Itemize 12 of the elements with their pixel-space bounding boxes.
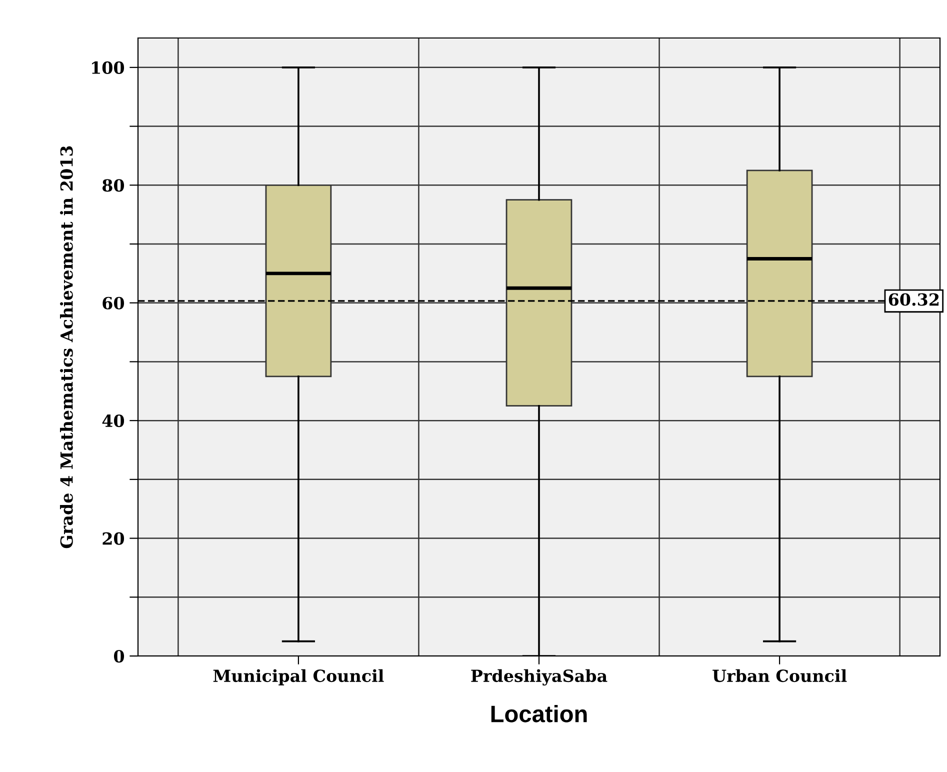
y-tick-label: 0 bbox=[114, 650, 124, 663]
y-tick-label: 20 bbox=[102, 532, 124, 545]
y-tick-label: 60 bbox=[102, 296, 124, 310]
y-tick-label: 80 bbox=[102, 179, 124, 192]
y-axis-title: Grade 4 Mathematics Achievement in 2013 bbox=[60, 146, 73, 548]
x-tick-label: Municipal Council bbox=[213, 669, 384, 686]
ref-line-label: 60.32 bbox=[888, 293, 939, 306]
y-tick-label: 40 bbox=[102, 414, 124, 428]
x-tick-label: Urban Council bbox=[712, 669, 847, 682]
y-tick-label: 100 bbox=[92, 61, 124, 74]
x-tick-label: PrdeshiyaSaba bbox=[471, 669, 608, 686]
x-axis-title: Location bbox=[491, 705, 587, 722]
